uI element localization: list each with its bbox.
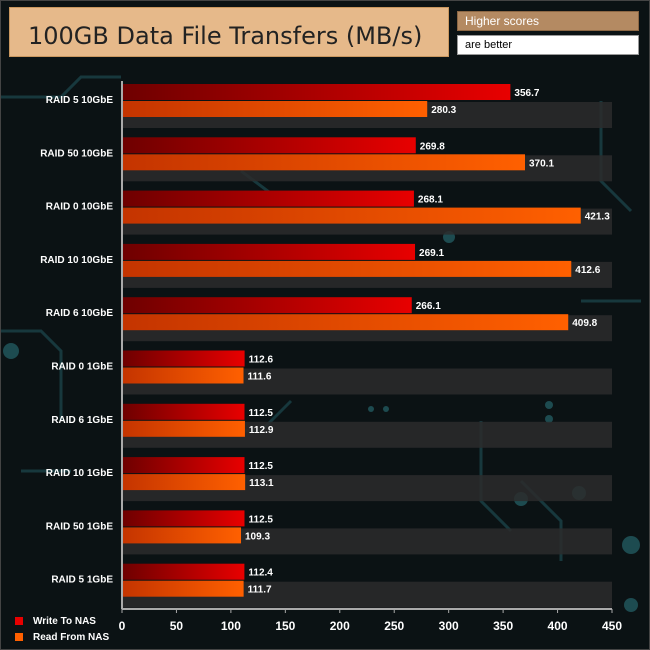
labels: RAID 5 10GbE 356.7 280.3 RAID 50 10GbE 269.8… [40, 88, 610, 596]
data-label: 412.6 [575, 265, 600, 276]
data-label: 370.1 [529, 158, 554, 169]
chart-title: 100GB Data File Transfers (MB/s) [28, 22, 423, 50]
bar-read [122, 260, 572, 277]
x-tick-label: 150 [275, 619, 295, 633]
data-label: 112.5 [249, 461, 274, 472]
category-label: RAID 6 1GbE [51, 415, 113, 426]
bars [122, 84, 581, 597]
x-tick-label: 350 [493, 619, 513, 633]
category-label: RAID 10 1GbE [46, 468, 114, 479]
higher-scores-note: Higher scores [457, 11, 639, 31]
bar-write [122, 297, 412, 314]
category-label: RAID 10 10GbE [40, 255, 113, 266]
bar-write [122, 403, 245, 420]
bar-read [122, 367, 244, 384]
data-label: 409.8 [572, 318, 597, 329]
bar-read [122, 420, 245, 437]
bar-write [122, 137, 416, 154]
bar-write [122, 457, 245, 474]
bar-read [122, 207, 581, 224]
x-tick-label: 0 [119, 619, 126, 633]
legend-item-write: Write To NAS [15, 613, 109, 629]
bar-write [122, 190, 414, 207]
x-tick-label: 450 [602, 619, 622, 633]
legend-label-write: Write To NAS [33, 615, 96, 627]
bar-write [122, 510, 245, 527]
category-label: RAID 6 10GbE [46, 308, 114, 319]
x-tick-label: 50 [170, 619, 184, 633]
legend: Write To NAS Read From NAS [15, 613, 109, 645]
data-label: 269.8 [420, 141, 445, 152]
data-label: 112.5 [249, 408, 274, 419]
data-label: 266.1 [416, 301, 441, 312]
category-label: RAID 5 1GbE [51, 575, 113, 586]
bar-read [122, 314, 569, 331]
title-box: 100GB Data File Transfers (MB/s) [9, 7, 449, 57]
data-label: 280.3 [431, 105, 456, 116]
x-tick-label: 100 [221, 619, 241, 633]
x-tick-label: 400 [548, 619, 568, 633]
better-note: are better [457, 35, 639, 55]
x-tick-label: 200 [330, 619, 350, 633]
data-label: 268.1 [418, 195, 443, 206]
category-label: RAID 0 10GbE [46, 202, 114, 213]
data-label: 111.7 [248, 585, 272, 596]
bar-read [122, 580, 244, 597]
data-label: 113.1 [249, 478, 274, 489]
data-label: 269.1 [419, 248, 444, 259]
x-tick-label: 300 [439, 619, 459, 633]
bar-read [122, 527, 242, 544]
bar-write [122, 563, 245, 580]
x-tick-label: 250 [384, 619, 404, 633]
data-label: 421.3 [585, 212, 610, 223]
legend-item-read: Read From NAS [15, 629, 109, 645]
bar-write [122, 243, 416, 260]
category-label: RAID 50 1GbE [46, 521, 114, 532]
data-label: 356.7 [514, 88, 539, 99]
category-label: RAID 0 1GbE [51, 362, 113, 373]
category-label: RAID 5 10GbE [46, 95, 114, 106]
bar-read [122, 154, 525, 171]
data-label: 109.3 [245, 531, 270, 542]
data-label: 112.4 [248, 568, 273, 579]
category-label: RAID 50 10GbE [40, 148, 113, 159]
legend-label-read: Read From NAS [33, 631, 110, 643]
legend-swatch-write [15, 617, 23, 625]
higher-scores-text: Higher scores [465, 14, 540, 28]
data-label: 112.9 [249, 425, 274, 436]
data-label: 112.5 [249, 514, 274, 525]
x-axis: 0 50 100 150 200 250 300 350 400 450 [119, 81, 622, 633]
bar-write [122, 350, 245, 367]
bar-read [122, 474, 246, 491]
legend-swatch-read [15, 633, 23, 641]
bar-read [122, 101, 428, 117]
bar-write [122, 84, 511, 100]
data-label: 111.6 [248, 372, 272, 383]
better-text: are better [465, 39, 513, 51]
data-label: 112.6 [249, 355, 274, 366]
